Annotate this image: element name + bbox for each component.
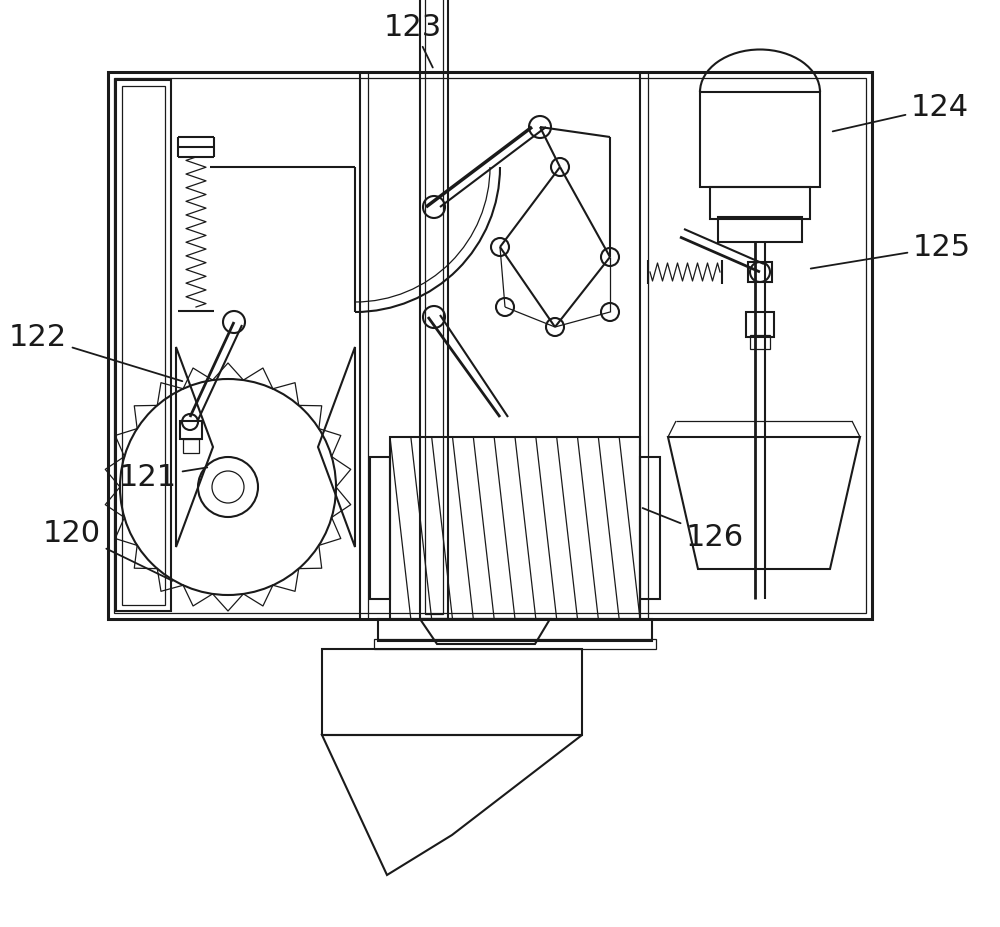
- Bar: [420, 0, 448, 619]
- Text: 123: 123: [384, 14, 442, 69]
- Text: 122: 122: [9, 324, 182, 382]
- Bar: [746, 312, 774, 337]
- Bar: [640, 458, 660, 600]
- Bar: [378, 619, 652, 641]
- Text: 126: 126: [643, 509, 744, 552]
- Bar: [710, 188, 810, 220]
- Bar: [108, 73, 872, 619]
- Bar: [183, 439, 199, 453]
- Text: 125: 125: [811, 234, 971, 269]
- Bar: [750, 336, 770, 349]
- Bar: [390, 438, 640, 619]
- Bar: [748, 262, 772, 283]
- Text: 121: 121: [119, 463, 207, 492]
- Bar: [370, 458, 390, 600]
- Bar: [425, 0, 443, 615]
- Bar: [122, 87, 165, 605]
- Bar: [116, 81, 171, 611]
- Bar: [114, 79, 866, 614]
- Bar: [700, 93, 820, 188]
- Bar: [718, 218, 802, 243]
- Bar: [374, 640, 656, 649]
- Text: 124: 124: [833, 94, 969, 133]
- Bar: [180, 422, 202, 439]
- Bar: [322, 649, 582, 735]
- Text: 120: 120: [43, 518, 172, 581]
